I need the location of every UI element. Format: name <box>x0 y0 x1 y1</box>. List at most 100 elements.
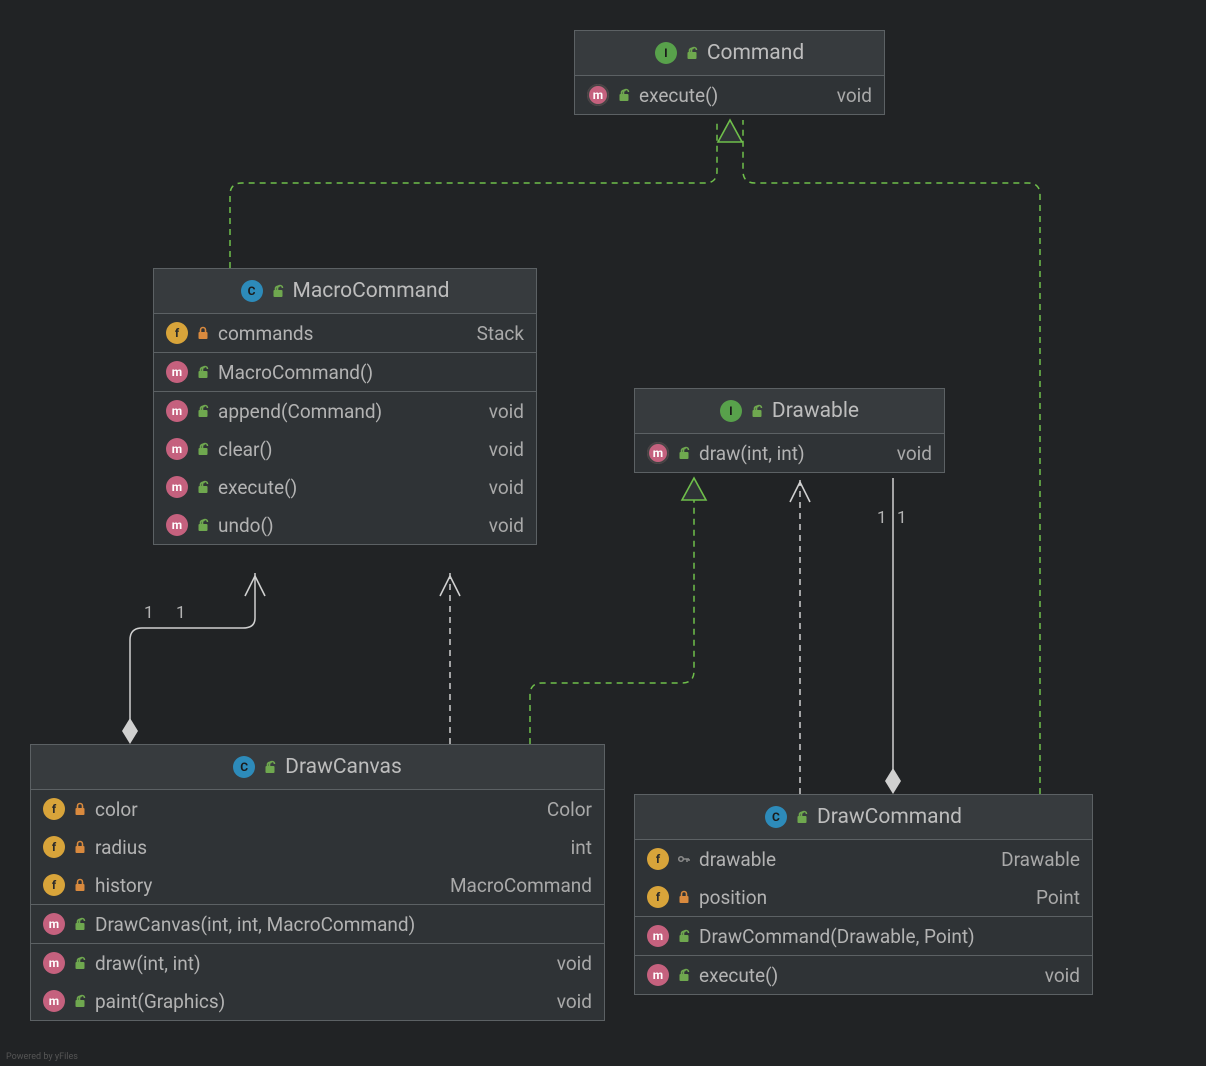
C-badge: C <box>765 806 787 828</box>
member-row: m execute() void <box>635 956 1092 994</box>
member-row: m DrawCommand(Drawable, Point) <box>635 917 1092 955</box>
m-badge: m <box>43 952 65 974</box>
member-type: Stack <box>477 322 524 345</box>
member-type: void <box>557 952 592 975</box>
member-section: m MacroCommand() <box>154 352 536 391</box>
member-name: commands <box>218 322 313 345</box>
member-row: m execute() void <box>575 76 884 114</box>
member-row: f history MacroCommand <box>31 866 604 904</box>
m-badge: m <box>647 964 669 986</box>
member-name: draw(int, int) <box>699 442 805 465</box>
member-name: drawable <box>699 848 776 871</box>
member-row: m append(Command) void <box>154 392 536 430</box>
m-badge: m <box>166 476 188 498</box>
member-section: m draw(int, int) void <box>635 433 944 472</box>
member-type: int <box>571 836 592 859</box>
member-name: undo() <box>218 514 274 537</box>
class-Command: I Command m execute() void <box>574 30 885 115</box>
member-name: append(Command) <box>218 400 382 423</box>
member-row: f radius int <box>31 828 604 866</box>
member-section: m DrawCommand(Drawable, Point) <box>635 916 1092 955</box>
member-name: draw(int, int) <box>95 952 201 975</box>
member-name: execute() <box>699 964 778 987</box>
class-title-row: C MacroCommand <box>154 269 536 313</box>
m-badge: m <box>587 84 609 106</box>
member-section: f commands Stack <box>154 313 536 352</box>
member-name: clear() <box>218 438 273 461</box>
member-section: m execute() void <box>635 955 1092 994</box>
member-row: m paint(Graphics) void <box>31 982 604 1020</box>
member-type: void <box>489 476 524 499</box>
I-badge: I <box>655 42 677 64</box>
member-row: f drawable Drawable <box>635 840 1092 878</box>
class-title-row: I Drawable <box>635 389 944 433</box>
multiplicity-label: 1 <box>877 508 887 528</box>
I-badge: I <box>720 400 742 422</box>
member-row: m draw(int, int) void <box>635 434 944 472</box>
member-type: void <box>489 400 524 423</box>
member-type: void <box>557 990 592 1013</box>
member-row: f color Color <box>31 790 604 828</box>
member-name: DrawCanvas(int, int, MacroCommand) <box>95 913 415 936</box>
member-type: Color <box>547 798 592 821</box>
class-title: Command <box>707 41 804 65</box>
C-badge: C <box>233 756 255 778</box>
footer-note: Powered by yFiles <box>6 1052 78 1062</box>
member-name: position <box>699 886 767 909</box>
f-badge: f <box>166 322 188 344</box>
member-name: execute() <box>639 84 718 107</box>
member-row: m execute() void <box>154 468 536 506</box>
class-MacroCommand: C MacroCommand f commands Stack m MacroC… <box>153 268 537 545</box>
member-name: DrawCommand(Drawable, Point) <box>699 925 975 948</box>
member-name: color <box>95 798 138 821</box>
member-section: m append(Command) void m clear() void m … <box>154 391 536 544</box>
m-badge: m <box>166 438 188 460</box>
class-title-row: I Command <box>575 31 884 75</box>
f-badge: f <box>43 836 65 858</box>
multiplicity-label: 1 <box>176 603 186 623</box>
member-row: m undo() void <box>154 506 536 544</box>
f-badge: f <box>43 798 65 820</box>
class-DrawCommand: C DrawCommand f drawable Drawable f posi… <box>634 794 1093 995</box>
class-title-row: C DrawCanvas <box>31 745 604 789</box>
member-type: MacroCommand <box>450 874 592 897</box>
C-badge: C <box>241 280 263 302</box>
member-row: f position Point <box>635 878 1092 916</box>
class-title-row: C DrawCommand <box>635 795 1092 839</box>
m-badge: m <box>43 913 65 935</box>
member-name: history <box>95 874 152 897</box>
m-badge: m <box>166 400 188 422</box>
f-badge: f <box>43 874 65 896</box>
member-name: execute() <box>218 476 297 499</box>
class-DrawCanvas: C DrawCanvas f color Color f radius int … <box>30 744 605 1021</box>
class-title: MacroCommand <box>293 279 450 303</box>
class-title: DrawCanvas <box>285 755 402 779</box>
class-title: DrawCommand <box>817 805 962 829</box>
member-type: void <box>489 514 524 537</box>
member-section: f drawable Drawable f position Point <box>635 839 1092 916</box>
m-badge: m <box>166 514 188 536</box>
m-badge: m <box>647 925 669 947</box>
f-badge: f <box>647 886 669 908</box>
multiplicity-label: 1 <box>144 603 154 623</box>
member-section: m draw(int, int) void m paint(Graphics) … <box>31 943 604 1020</box>
multiplicity-label: 1 <box>897 508 907 528</box>
member-type: Point <box>1036 886 1080 909</box>
member-type: void <box>1045 964 1080 987</box>
class-Drawable: I Drawable m draw(int, int) void <box>634 388 945 473</box>
member-row: m DrawCanvas(int, int, MacroCommand) <box>31 905 604 943</box>
member-type: void <box>489 438 524 461</box>
m-badge: m <box>43 990 65 1012</box>
member-section: m DrawCanvas(int, int, MacroCommand) <box>31 904 604 943</box>
member-name: paint(Graphics) <box>95 990 225 1013</box>
member-type: Drawable <box>1001 848 1080 871</box>
member-row: f commands Stack <box>154 314 536 352</box>
member-section: f color Color f radius int f history Mac… <box>31 789 604 904</box>
member-name: radius <box>95 836 147 859</box>
f-badge: f <box>647 848 669 870</box>
member-row: m clear() void <box>154 430 536 468</box>
m-badge: m <box>647 442 669 464</box>
member-section: m execute() void <box>575 75 884 114</box>
m-badge: m <box>166 361 188 383</box>
member-type: void <box>837 84 872 107</box>
